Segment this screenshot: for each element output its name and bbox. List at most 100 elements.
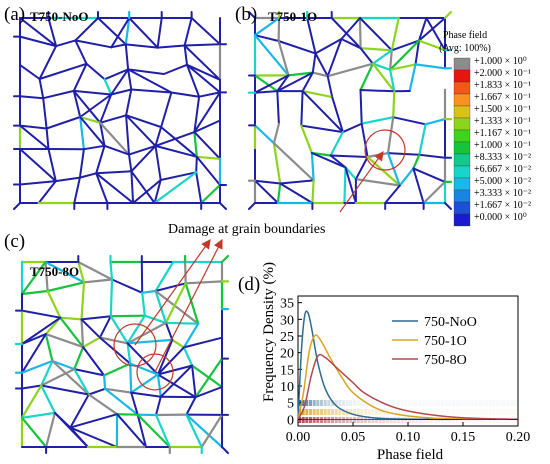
strip-mark — [316, 400, 320, 406]
grain-boundary — [82, 144, 106, 151]
grain-boundary — [153, 171, 198, 205]
strip-mark — [353, 409, 356, 415]
grain-boundary — [159, 171, 198, 181]
colorbar-label: +1.833 × 10⁻¹ — [474, 80, 531, 91]
grain-boundary — [98, 315, 112, 339]
strip-mark — [419, 409, 422, 415]
strip-mark — [488, 400, 492, 406]
grain-boundary — [412, 167, 425, 204]
strip-mark — [474, 400, 477, 406]
y-tick-label: 0 — [287, 413, 294, 428]
strip-mark — [463, 409, 466, 415]
grain-boundary — [79, 115, 86, 151]
grain-boundary — [21, 309, 62, 319]
grain-boundary — [77, 260, 114, 281]
grain-boundary — [55, 39, 77, 48]
grain-boundary — [20, 359, 54, 374]
strip-mark — [360, 409, 364, 415]
series-line-0 — [297, 310, 464, 421]
grain-boundary — [44, 260, 49, 293]
grain-boundary — [21, 333, 47, 374]
grain-boundary — [159, 364, 194, 398]
strip-mark — [375, 400, 378, 406]
y-tick-label: 20 — [280, 347, 294, 362]
strip-mark — [452, 400, 455, 406]
grain-boundary — [390, 39, 420, 52]
grain-boundary — [99, 121, 131, 156]
grain-boundary — [164, 321, 200, 325]
grain-boundary — [162, 63, 188, 75]
strip-mark — [481, 409, 485, 415]
strip-mark — [327, 400, 331, 406]
grain-boundary — [110, 88, 133, 96]
strip-mark — [320, 409, 323, 415]
colorbar-swatch — [453, 93, 471, 107]
grain-boundary — [408, 63, 417, 93]
strip-mark — [360, 417, 364, 423]
strip-mark — [298, 417, 301, 423]
strip-mark — [375, 409, 378, 415]
colorbar-swatch — [453, 69, 471, 83]
grain-boundary — [389, 39, 421, 71]
grain-boundary — [154, 144, 162, 181]
grain-boundary — [301, 71, 314, 93]
strip-mark — [349, 409, 353, 415]
strip-mark — [327, 409, 331, 415]
grain-boundary — [254, 179, 282, 185]
strip-mark — [386, 400, 389, 406]
grain-boundary — [44, 260, 86, 284]
x-tick-label: 0.05 — [341, 430, 366, 445]
colorbar-swatch — [453, 129, 471, 143]
grain-boundary — [69, 426, 118, 448]
strip-mark — [433, 409, 437, 415]
grain-boundary — [191, 364, 224, 389]
y-tick-label: 10 — [280, 380, 294, 395]
colorbar-label: +1.667 × 10⁻² — [474, 200, 531, 211]
strip-mark — [345, 400, 349, 406]
strip-mark — [305, 409, 309, 415]
grain-boundary — [103, 144, 130, 156]
grain-boundary — [82, 346, 106, 377]
grain-boundary — [194, 386, 223, 399]
strip-mark — [397, 400, 400, 406]
grain-boundary — [354, 156, 369, 181]
strip-mark — [345, 417, 349, 423]
grain-boundary — [124, 16, 131, 46]
grain-boundary — [79, 115, 102, 124]
grain-boundary — [194, 357, 224, 399]
grain-boundary — [19, 35, 58, 48]
grain-boundary — [125, 114, 157, 147]
grain-boundary — [340, 38, 362, 50]
series-line-2 — [297, 353, 519, 421]
colorbar-swatch — [453, 177, 471, 191]
strip-mark — [426, 400, 430, 406]
colorbar: Phase field (Avg: 100%) +1.000 × 10⁰+2.0… — [439, 30, 531, 227]
grain-boundary — [392, 90, 396, 119]
grain-boundary — [185, 396, 197, 416]
strip-mark — [411, 417, 415, 423]
grain-boundary — [276, 71, 314, 93]
grain-boundary — [366, 152, 390, 159]
grain-boundary — [300, 124, 313, 155]
strip-mark — [331, 409, 334, 415]
x-axis-title: Phase field — [377, 447, 444, 463]
strip-mark — [404, 400, 408, 406]
strip-mark — [455, 400, 459, 406]
strip-mark — [312, 400, 316, 406]
strip-mark — [485, 400, 488, 406]
strip-mark — [488, 409, 492, 415]
grain-boundary — [124, 43, 159, 49]
x-tick-label: 0.00 — [286, 430, 311, 445]
grain-boundary — [412, 167, 446, 183]
grain-boundary — [20, 384, 43, 419]
strip-mark — [510, 400, 514, 406]
grain-boundary — [277, 39, 290, 77]
grain-boundary — [343, 166, 347, 205]
grain-boundary — [19, 63, 41, 80]
x-tick-label: 0.20 — [506, 430, 531, 445]
strip-mark — [477, 400, 481, 406]
grain-boundary — [154, 289, 200, 325]
grain-boundary — [386, 116, 395, 155]
grain-boundary — [130, 373, 159, 394]
